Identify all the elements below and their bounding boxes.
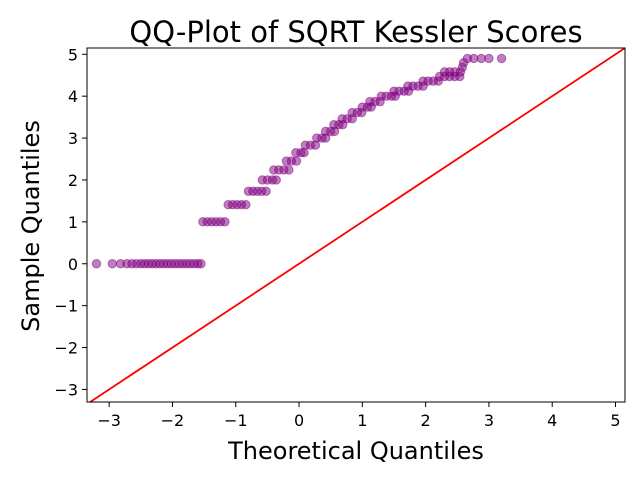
data-point <box>299 148 309 158</box>
y-tick-label: 0 <box>68 255 78 274</box>
data-point <box>91 259 102 269</box>
y-tick-label: 2 <box>68 171 78 190</box>
x-tick-label: 4 <box>547 411 557 430</box>
reference-line-layer <box>89 47 626 403</box>
plot-frame <box>86 47 626 403</box>
data-point <box>271 175 281 185</box>
y-tick-label: −2 <box>54 339 78 358</box>
x-tick-label: −1 <box>224 411 248 430</box>
scatter-points <box>91 53 507 269</box>
data-point <box>291 156 302 166</box>
data-point <box>241 199 251 210</box>
data-point <box>107 259 118 269</box>
y-tick-label: 1 <box>68 213 78 232</box>
y-tick-label: 3 <box>68 129 78 148</box>
data-point <box>284 165 294 175</box>
y-axis-ticks: −3 −2 −1 0 1 2 3 4 5 <box>54 45 87 399</box>
chart-title: QQ-Plot of SQRT Kessler Scores <box>129 15 582 49</box>
y-axis-label: Sample Quantiles <box>17 120 45 332</box>
y-tick-label: −3 <box>54 380 78 399</box>
data-point <box>261 186 271 196</box>
reference-line <box>89 47 626 403</box>
data-point <box>484 53 494 64</box>
x-axis-label: Theoretical Quantiles <box>227 437 484 465</box>
y-tick-label: −1 <box>54 297 78 316</box>
data-point <box>220 217 230 227</box>
x-tick-label: 0 <box>294 411 304 430</box>
x-tick-label: 1 <box>357 411 367 430</box>
x-tick-label: 3 <box>484 411 494 430</box>
x-axis-ticks: −3 −2 −1 0 1 2 3 4 5 <box>97 402 621 430</box>
x-tick-label: 2 <box>421 411 431 430</box>
x-tick-label: −3 <box>97 411 121 430</box>
data-point <box>196 259 206 269</box>
y-tick-label: 5 <box>68 45 78 64</box>
data-point <box>496 53 507 64</box>
x-tick-label: −2 <box>161 411 185 430</box>
x-tick-label: 5 <box>610 411 620 430</box>
y-tick-label: 4 <box>68 87 78 106</box>
